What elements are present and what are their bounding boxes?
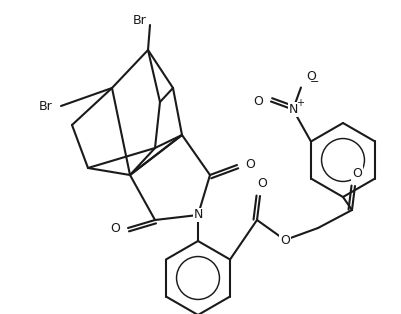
Text: −: − <box>310 78 320 88</box>
Text: O: O <box>110 221 120 235</box>
Text: O: O <box>257 177 267 190</box>
Text: O: O <box>253 95 263 108</box>
Text: O: O <box>280 234 290 246</box>
Text: +: + <box>296 98 304 107</box>
Text: O: O <box>245 159 255 171</box>
Text: N: N <box>288 103 298 116</box>
Text: Br: Br <box>133 14 147 26</box>
Text: O: O <box>306 71 316 84</box>
Text: N: N <box>193 208 203 221</box>
Text: O: O <box>352 167 362 180</box>
Text: Br: Br <box>39 100 53 112</box>
